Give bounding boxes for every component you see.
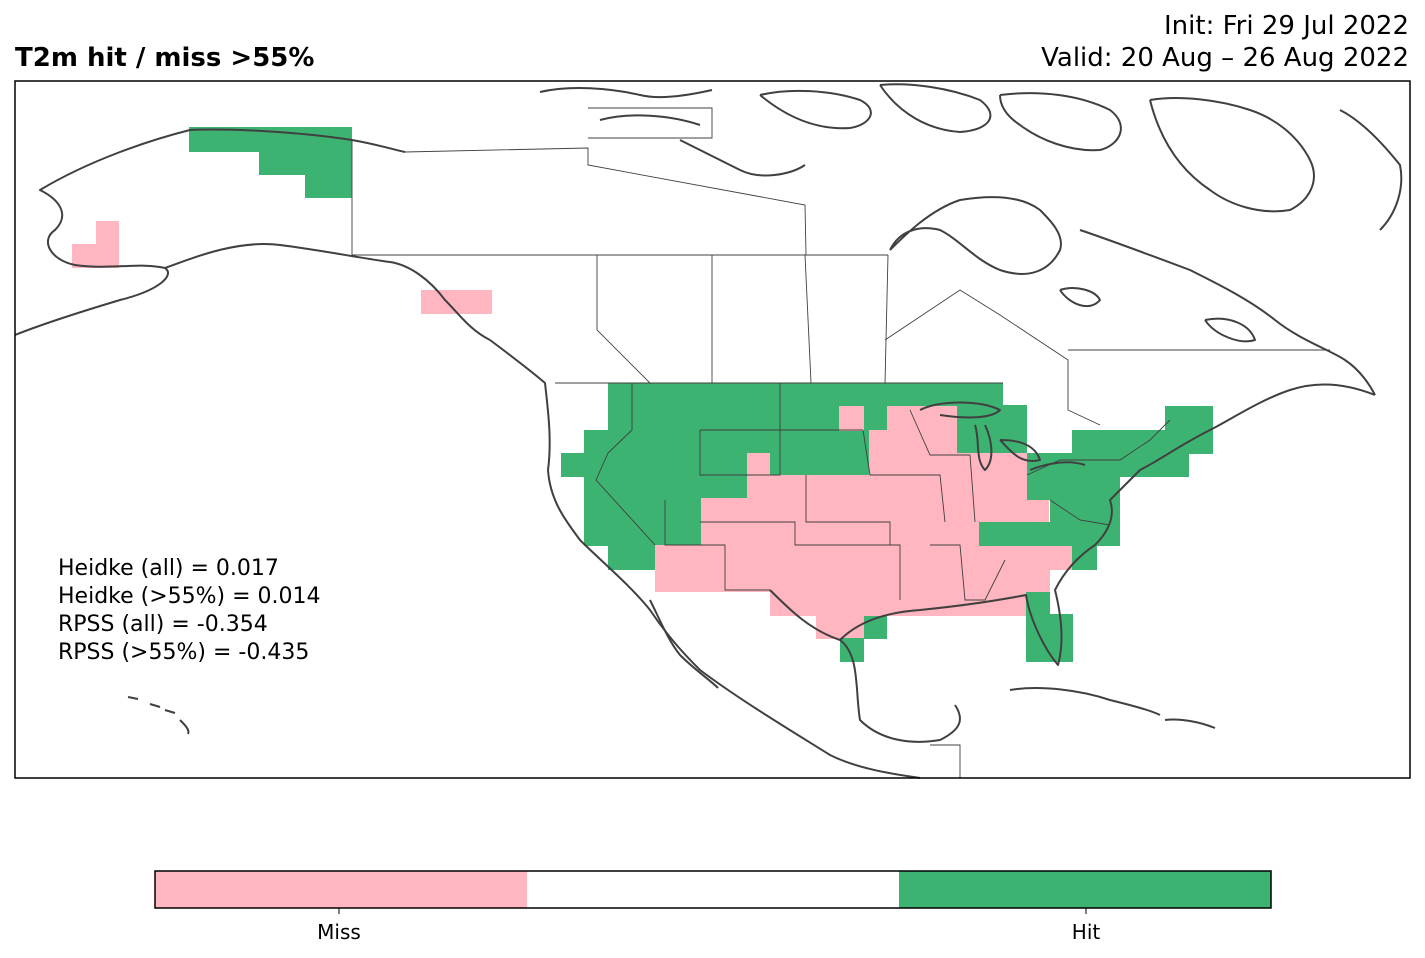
hit-cell-california: [584, 498, 701, 546]
skill-scores: Heidke (all) = 0.017 Heidke (>55%) = 0.0…: [58, 555, 321, 667]
manitoba-ontario-border: [884, 254, 889, 384]
hit-cell-arctic-mid: [259, 150, 352, 175]
miss-cell-colorado-spot: [747, 453, 770, 477]
deep-south-borders: [930, 544, 1006, 601]
greenland-coast: [1339, 109, 1403, 231]
miss-cell-south-1: [655, 545, 1073, 570]
territory-borders: [404, 147, 807, 256]
lake-erie: [1029, 461, 1086, 471]
wyoming-border: [699, 429, 781, 476]
alaska-north-coast: [189, 128, 406, 153]
miss-cell-alaska-west-2: [72, 244, 97, 268]
lake-michigan: [974, 424, 993, 471]
illinois-border: [909, 409, 976, 523]
hit-cell-new-england: [1072, 430, 1213, 454]
legend-label-miss: Miss: [317, 920, 361, 944]
map-frame: [14, 80, 1411, 779]
hawaii-island-1: [127, 696, 139, 700]
init-date: Init: Fri 29 Jul 2022: [1164, 11, 1409, 41]
oklahoma-texas-border: [700, 521, 901, 600]
james-bay: [1059, 287, 1101, 308]
legend-colorbar: [154, 870, 1272, 914]
guatemala-border: [930, 744, 961, 778]
legend-label-hit: Hit: [1071, 920, 1101, 944]
miss-cell-minnesota: [887, 406, 957, 431]
hawaii-island-2: [149, 703, 161, 708]
date-info: Init: Fri 29 Jul 2022 Valid: 20 Aug – 26…: [1041, 10, 1409, 74]
hit-cell-great-basin: [561, 453, 751, 477]
gulf-coast-mexico: [769, 589, 961, 743]
lake-huron: [999, 439, 1041, 462]
miss-cell-iowa: [869, 430, 957, 475]
political-boundaries: [351, 107, 1330, 778]
miss-cell-plains-1: [747, 475, 1027, 500]
hudson-bay: [889, 196, 1062, 275]
arctic-coast-1: [539, 87, 713, 99]
baja-california: [649, 599, 719, 689]
hit-cell-nevada: [584, 475, 747, 499]
arctic-island-2: [879, 83, 992, 133]
hawaii-island-3: [164, 709, 176, 714]
score-heidke-55: Heidke (>55%) = 0.014: [58, 584, 321, 609]
miss-cell-dakota-spot: [839, 406, 864, 431]
baffin-island: [999, 92, 1122, 152]
legend-swatch-neutral: [527, 871, 899, 908]
valid-dates: Valid: 20 Aug – 26 Aug 2022: [1041, 43, 1409, 73]
gulf-atlantic-coast: [839, 383, 1376, 666]
hit-cell-mid-atlantic-1: [1027, 475, 1120, 500]
gulf-of-alaska-coast: [164, 243, 491, 341]
coastlines: [14, 83, 1403, 779]
hit-cell-louisiana: [864, 616, 887, 639]
alaska-west-coast: [14, 129, 191, 336]
west-coast-state-borders: [595, 383, 656, 546]
iowa-missouri-border: [862, 429, 946, 523]
score-rpss-55: RPSS (>55%) = -0.435: [58, 640, 310, 665]
hit-cell-socal: [608, 545, 655, 570]
hit-cell-upper-michigan: [1003, 405, 1027, 432]
labrador-coast: [1079, 229, 1376, 396]
hit-cell-arctic-south: [305, 173, 352, 198]
pacific-coast-us: [489, 339, 701, 671]
arctic-island-1: [599, 114, 701, 126]
hit-cell-appalachia: [979, 522, 1120, 546]
legend-swatch-hit: [899, 871, 1271, 908]
kansas-border: [805, 475, 891, 545]
baffin-island-east: [1149, 97, 1315, 213]
canada-border-alaska-yukon: [351, 140, 888, 256]
map-title: T2m hit / miss >55%: [15, 43, 315, 73]
newfoundland: [1204, 317, 1256, 343]
miss-cell-south-2: [655, 568, 1050, 592]
hit-cell-carolina: [1072, 545, 1097, 570]
nunavut-border: [588, 107, 713, 139]
arctic-island-victoria: [759, 89, 872, 130]
hit-cell-mid-atlantic-2: [1050, 498, 1120, 523]
miss-cell-alaska-west: [96, 221, 119, 268]
lake-superior: [919, 401, 1001, 419]
arctic-mainland-coast: [679, 139, 806, 177]
cuba: [1009, 687, 1161, 716]
miss-cell-panhandle: [421, 290, 492, 314]
hit-cell-maine: [1165, 406, 1213, 431]
sask-manitoba-border: [804, 254, 812, 384]
ontario-quebec-border: [884, 289, 1101, 426]
legend-frame: [154, 870, 1272, 909]
virginia-border: [1049, 499, 1111, 526]
dakota-borders: [779, 383, 863, 431]
legend-swatch-miss: [155, 871, 527, 908]
hispaniola: [1164, 718, 1216, 729]
southwest-borders: [664, 500, 770, 591]
score-rpss-all: RPSS (all) = -0.354: [58, 612, 268, 637]
bc-alberta-border: [596, 255, 651, 384]
hawaii-island-big: [179, 719, 190, 735]
pacific-coast-mexico: [699, 669, 921, 779]
score-heidke-all: Heidke (all) = 0.017: [58, 556, 279, 581]
